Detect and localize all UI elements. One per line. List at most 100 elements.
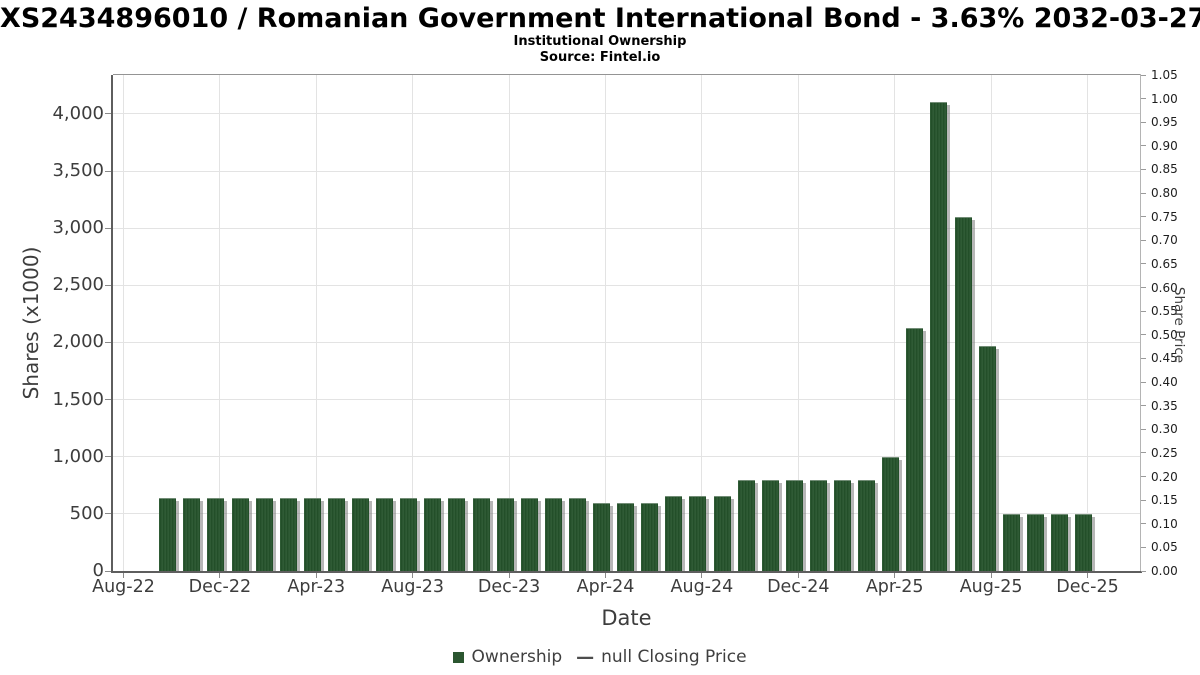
ownership-bar[interactable] bbox=[834, 479, 851, 571]
h-gridline bbox=[113, 284, 1140, 286]
ownership-bar[interactable] bbox=[665, 496, 683, 571]
chart-subtitle: Institutional Ownership bbox=[513, 34, 687, 49]
right-axis-tick bbox=[1141, 381, 1146, 383]
right-axis-tick bbox=[1141, 98, 1146, 100]
ownership-bar[interactable] bbox=[882, 456, 900, 571]
ownership-bar[interactable] bbox=[1050, 513, 1068, 571]
right-axis-tick bbox=[1141, 523, 1146, 525]
ownership-bar[interactable] bbox=[978, 345, 996, 571]
ownership-bar[interactable] bbox=[641, 503, 659, 571]
right-axis-tick bbox=[1141, 287, 1146, 289]
ownership-bar[interactable] bbox=[713, 496, 731, 571]
ownership-bar[interactable] bbox=[183, 497, 201, 571]
legend-label-ownership: Ownership bbox=[471, 647, 563, 667]
right-axis-tick-label: 0.55 bbox=[1151, 304, 1178, 319]
right-axis-tick-label: 0.65 bbox=[1151, 256, 1178, 271]
ownership-bar[interactable] bbox=[520, 497, 538, 571]
x-axis-tick-label: Aug-23 bbox=[381, 577, 445, 597]
chart-legend: Ownership — null Closing Price bbox=[0, 645, 1200, 669]
legend-item-ownership[interactable]: Ownership bbox=[453, 647, 562, 667]
ownership-bar[interactable] bbox=[376, 497, 394, 571]
right-axis-tick-label: 1.05 bbox=[1151, 68, 1178, 82]
ownership-bar[interactable] bbox=[906, 327, 924, 571]
ownership-bar[interactable] bbox=[785, 479, 803, 571]
left-axis-tick-label: 3,000 bbox=[52, 217, 104, 239]
left-axis-tick bbox=[105, 227, 111, 229]
h-gridline bbox=[113, 341, 1140, 343]
left-axis-tick-label: 2,000 bbox=[52, 331, 104, 353]
right-axis-tick bbox=[1141, 310, 1146, 312]
ownership-bar[interactable] bbox=[255, 497, 273, 571]
right-axis-tick-label: 0.00 bbox=[1151, 564, 1178, 578]
right-axis-tick bbox=[1141, 428, 1146, 430]
right-axis-tick bbox=[1141, 405, 1146, 407]
ownership-bar[interactable] bbox=[1075, 513, 1092, 571]
ownership-bar[interactable] bbox=[737, 479, 755, 571]
right-axis-tick-label: 0.60 bbox=[1151, 280, 1178, 295]
right-axis-tick bbox=[1141, 452, 1146, 454]
plot-border-right bbox=[1140, 74, 1141, 572]
plot-area bbox=[113, 75, 1140, 571]
ownership-bar[interactable] bbox=[472, 497, 490, 571]
ownership-bar[interactable] bbox=[617, 503, 635, 571]
ownership-bar[interactable] bbox=[689, 496, 707, 571]
v-gridline bbox=[797, 75, 799, 571]
right-axis-tick-label: 0.75 bbox=[1151, 209, 1178, 224]
x-axis-tick-label: Dec-25 bbox=[1056, 577, 1119, 597]
x-axis-tick-label: Apr-23 bbox=[287, 577, 346, 597]
left-axis-tick-label: 1,000 bbox=[52, 445, 104, 467]
ownership-bar[interactable] bbox=[448, 497, 466, 571]
right-axis-tick bbox=[1141, 192, 1146, 194]
right-axis-tick bbox=[1141, 239, 1146, 241]
ownership-bar[interactable] bbox=[809, 479, 827, 571]
left-axis-tick-label: 1,500 bbox=[52, 388, 104, 410]
ownership-bar[interactable] bbox=[303, 497, 321, 571]
legend-item-closing-price[interactable]: — null Closing Price bbox=[576, 647, 746, 667]
right-axis-tick-label: 1.00 bbox=[1151, 91, 1178, 106]
v-gridline bbox=[219, 75, 221, 571]
ownership-bar[interactable] bbox=[593, 503, 610, 571]
ownership-bar[interactable] bbox=[858, 479, 876, 571]
right-axis-tick-label: 0.50 bbox=[1151, 327, 1178, 342]
ownership-bar[interactable] bbox=[279, 497, 297, 571]
ownership-bar[interactable] bbox=[1026, 513, 1044, 571]
x-axis-tick-label: Aug-24 bbox=[670, 577, 734, 597]
right-axis-tick bbox=[1141, 546, 1146, 548]
ownership-bar[interactable] bbox=[352, 497, 369, 571]
left-axis-tick bbox=[105, 113, 111, 115]
x-axis-tick-label: Apr-25 bbox=[865, 577, 924, 597]
v-gridline bbox=[412, 75, 414, 571]
ownership-bar[interactable] bbox=[930, 102, 948, 571]
ownership-square-marker-icon bbox=[453, 651, 465, 663]
ownership-bar[interactable] bbox=[568, 497, 586, 571]
left-axis-tick bbox=[105, 513, 111, 515]
ownership-bar[interactable] bbox=[954, 216, 972, 571]
line-dash-marker-icon: — bbox=[576, 646, 595, 668]
x-axis-tick bbox=[797, 573, 799, 578]
x-axis-tick-label: Apr-24 bbox=[576, 577, 635, 597]
ownership-bar[interactable] bbox=[207, 497, 225, 571]
right-axis-tick-label: 0.80 bbox=[1151, 186, 1178, 201]
x-axis-tick bbox=[412, 573, 414, 578]
v-gridline bbox=[894, 75, 896, 571]
x-axis-tick bbox=[894, 573, 896, 578]
left-axis-tick-label: 0 bbox=[92, 560, 104, 581]
x-axis-tick-label: Aug-22 bbox=[92, 577, 155, 597]
ownership-bar[interactable] bbox=[231, 497, 249, 571]
left-axis-tick bbox=[105, 399, 111, 401]
ownership-bar[interactable] bbox=[761, 479, 779, 571]
ownership-bar[interactable] bbox=[496, 497, 514, 571]
ownership-bar[interactable] bbox=[1002, 513, 1020, 571]
right-axis-tick-label: 0.15 bbox=[1151, 493, 1178, 508]
right-axis-tick-label: 0.95 bbox=[1151, 115, 1178, 130]
ownership-bar[interactable] bbox=[544, 497, 562, 571]
x-axis-tick bbox=[990, 573, 992, 578]
ownership-bar[interactable] bbox=[159, 497, 177, 571]
x-axis-tick-label: Dec-24 bbox=[767, 577, 830, 597]
ownership-bar[interactable] bbox=[424, 497, 442, 571]
right-axis-tick-label: 0.40 bbox=[1151, 375, 1178, 390]
ownership-bar[interactable] bbox=[400, 497, 418, 571]
ownership-bar[interactable] bbox=[327, 497, 345, 571]
v-gridline bbox=[123, 75, 124, 571]
